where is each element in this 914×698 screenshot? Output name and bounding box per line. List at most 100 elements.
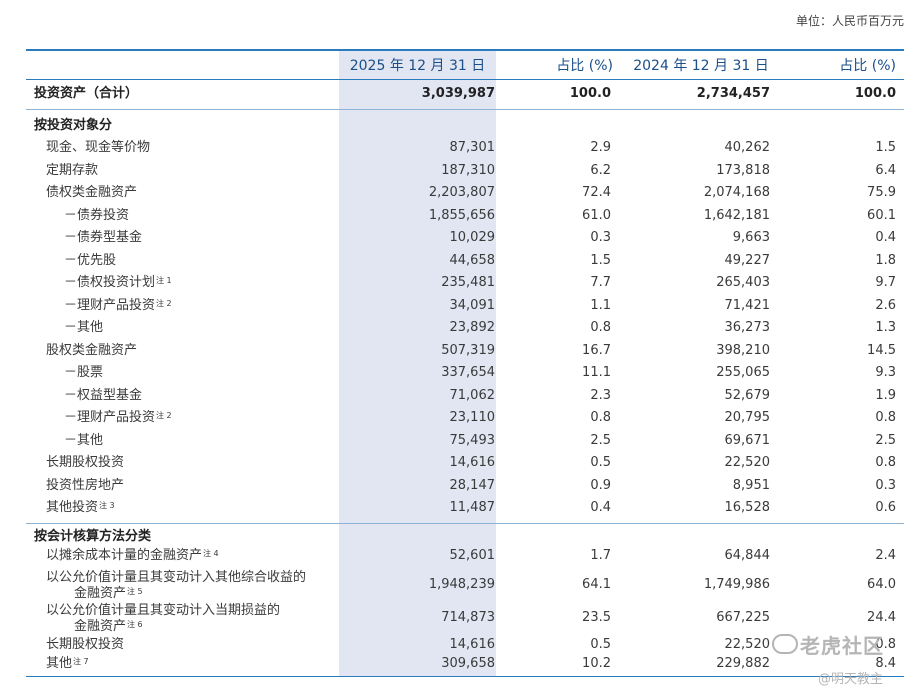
value-2024: 9,663 [732,230,770,245]
row-label-text: －其他 [64,432,104,448]
value-2025: 23,892 [449,320,496,335]
row-label-continuation: 金融资产 [74,619,127,634]
row-label: －理财产品投资注 2 [64,410,172,426]
share-2025: 11.1 [582,365,611,380]
share-2025: 0.5 [590,637,611,652]
value-2025: 52,601 [449,548,496,563]
row-label-text: －理财产品投资 [64,297,156,313]
value-2025: 1,855,656 [428,207,495,223]
share-2025: 72.4 [582,185,611,200]
row-label-text: －理财产品投资 [64,410,156,425]
share-2025: 0.8 [590,410,611,425]
row-label: 以摊余成本计量的金融资产注 4 [46,548,219,564]
header-rule [26,79,904,80]
value-2024: 16,528 [724,500,771,515]
share-2025: 100.0 [569,86,611,101]
share-2024: 60.1 [867,207,896,223]
value-2025: 2,203,807 [428,185,495,200]
value-2025: 11,487 [449,500,496,515]
row-label-text: 以公允价值计量且其变动计入其他综合收益的 [46,570,307,585]
value-2024: 36,273 [724,320,771,335]
row-label: －债权投资计划注 1 [64,275,172,291]
row-label-continuation: 金融资产 [74,586,127,601]
row-label: 以公允价值计量且其变动计入其他综合收益的 金融资产注 5 [46,570,306,602]
value-2025: 34,091 [449,297,496,313]
value-2024: 52,679 [724,387,771,403]
row-label: －其他 [64,433,103,449]
value-2025: 14,616 [449,637,496,652]
header-2025-date: 2025 年 12 月 31 日 [349,58,486,74]
share-2025: 0.5 [590,455,611,470]
share-2024: 2.6 [875,297,896,313]
value-2024: 398,210 [716,342,770,358]
share-2024: 1.5 [875,140,896,155]
share-2025: 1.7 [590,548,611,563]
value-2024: 22,520 [724,455,771,470]
share-2025: 0.3 [590,230,611,245]
footnote-marker: 注 4 [203,549,219,558]
share-2024: 2.5 [875,432,896,448]
value-2024: 40,262 [724,140,771,155]
table-bottom-rule [26,676,904,677]
total-rule [26,109,904,110]
row-label: 定期存款 [46,163,98,179]
row-label-text: －债权投资计划 [64,275,156,290]
row-label-text: 债权类金融资产 [46,185,138,200]
row-label: 以公允价值计量且其变动计入当期损益的 金融资产注 6 [46,603,280,635]
value-2024: 22,520 [724,637,771,652]
share-2024: 0.3 [875,477,896,493]
value-2024: 255,065 [716,365,770,380]
share-2025: 2.9 [590,140,611,155]
share-2024: 0.8 [875,455,896,470]
share-2025: 0.4 [590,500,611,515]
footnote-marker: 注 2 [156,411,172,420]
section-by-object-title: 按投资对象分 [34,118,113,133]
value-2025: 337,654 [441,365,495,380]
row-label-text: －优先股 [64,252,117,268]
footnote-marker: 注 7 [73,657,89,666]
share-2024: 1.3 [875,320,896,335]
row-label: －债券型基金 [64,230,142,246]
value-2024: 229,882 [716,656,770,671]
value-2024: 173,818 [716,162,770,178]
row-label: －理财产品投资注 2 [64,298,172,314]
share-2025: 6.2 [590,162,611,178]
row-label: 债权类金融资产 [46,185,137,201]
share-2025: 23.5 [582,610,611,625]
row-label-text: 其他投资 [46,500,99,515]
value-2024: 1,642,181 [703,207,770,223]
row-label: 长期股权投资 [46,455,124,471]
row-label-text: 现金、现金等价物 [46,140,151,155]
row-label: －优先股 [64,253,116,269]
share-2024: 9.7 [875,275,896,290]
value-2025: 44,658 [449,252,496,268]
value-2024: 2,734,457 [696,86,770,101]
value-2025: 235,481 [441,275,495,290]
share-2024: 1.9 [875,387,896,403]
row-label: －其他 [64,320,103,336]
row-label-text: 股权类金融资产 [46,342,138,358]
footnote-marker: 注 1 [156,276,172,285]
value-2024: 69,671 [724,432,771,448]
value-2024: 8,951 [732,477,770,493]
row-label-text: 定期存款 [46,162,99,178]
share-2025: 1.1 [590,297,611,313]
share-2025: 2.3 [590,387,611,403]
value-2025: 714,873 [441,610,495,625]
section-by-accounting-title: 按会计核算方法分类 [34,529,152,544]
header-2024-date: 2024 年 12 月 31 日 [633,58,769,74]
row-label: 其他投资注 3 [46,500,115,516]
share-2024: 9.3 [875,365,896,380]
row-label: －权益型基金 [64,388,142,404]
share-2024: 14.5 [867,342,896,358]
row-label-text: －债券型基金 [64,230,143,245]
value-2025: 71,062 [449,387,496,403]
value-2024: 265,403 [716,275,770,290]
share-2024: 0.4 [875,230,896,245]
value-2024: 2,074,168 [703,185,770,200]
share-2024: 1.8 [875,252,896,268]
section-rule [26,523,904,524]
share-2024: 2.4 [875,548,896,563]
value-2025: 14,616 [449,455,496,470]
share-2025: 61.0 [582,207,611,223]
